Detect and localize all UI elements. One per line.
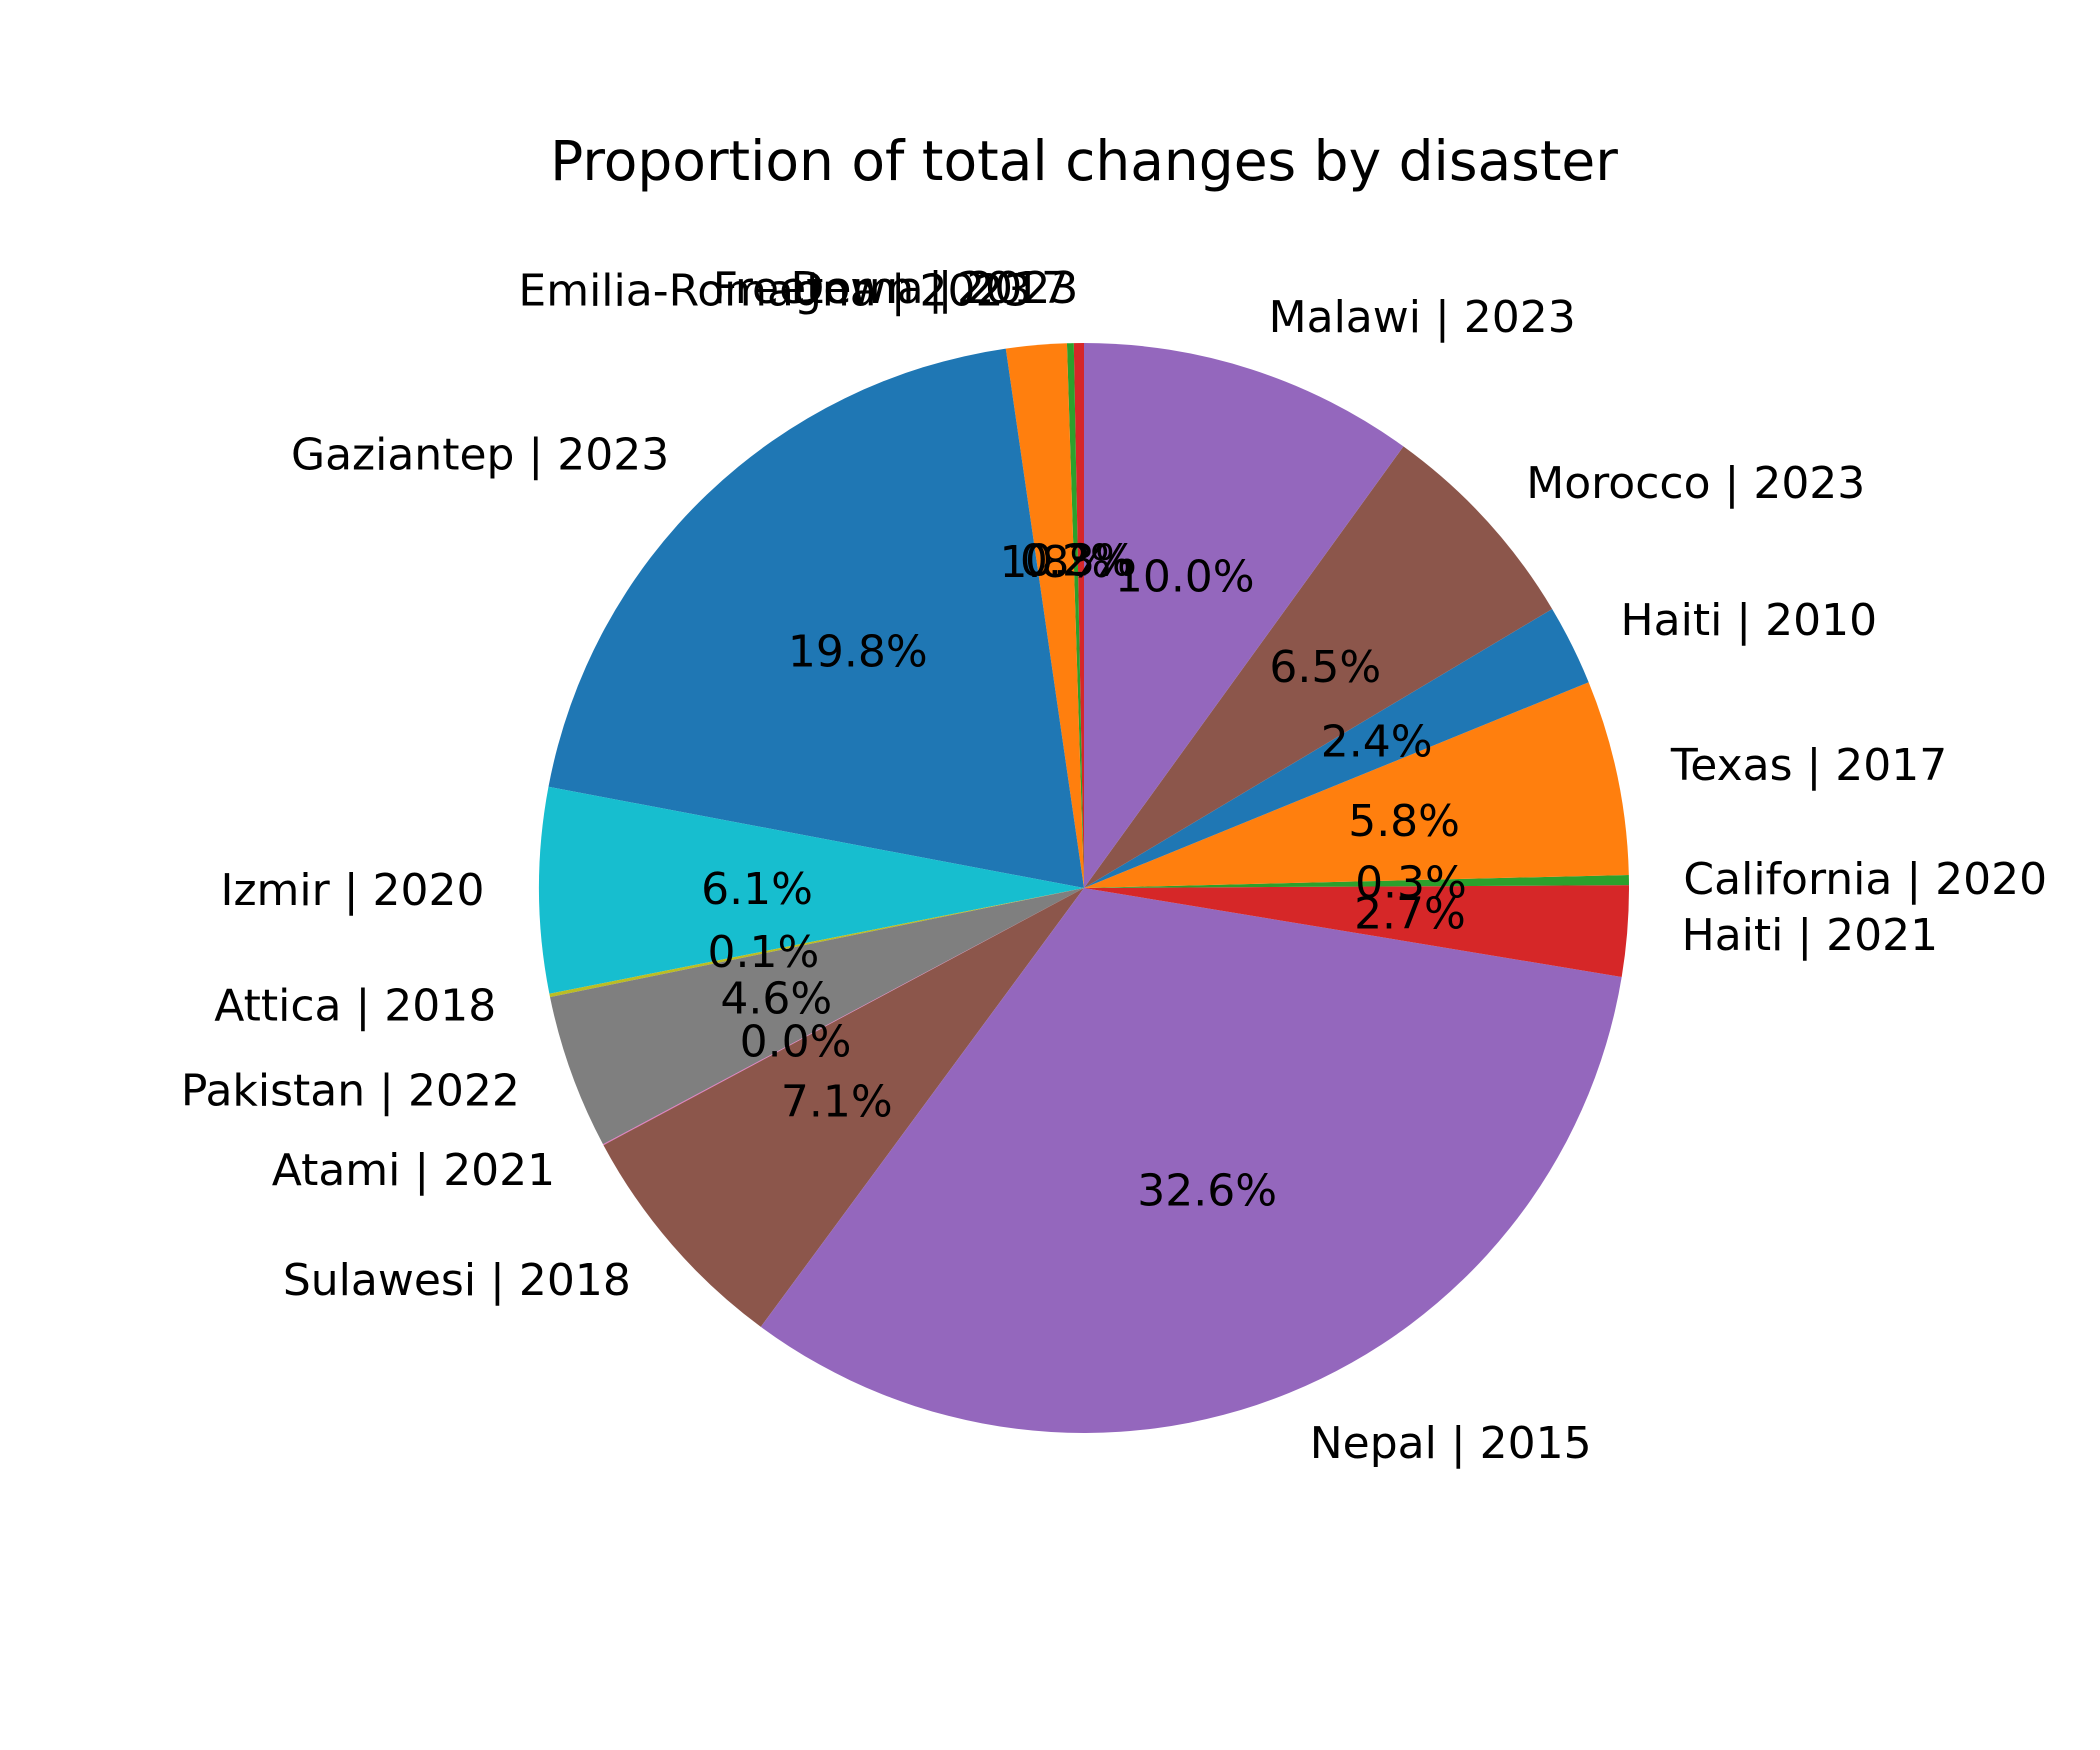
slice-pct-texas-2017: 5.8% (1348, 796, 1460, 847)
slice-pct-haiti-2010: 2.4% (1321, 717, 1433, 768)
slice-percent-labels: 0.3%0.2%1.8%19.8%6.1%0.1%4.6%0.0%7.1%32.… (701, 536, 1467, 1217)
slice-label-texas-2017: Texas | 2017 (1670, 740, 1947, 791)
slice-pct-haiti-2021: 2.7% (1354, 888, 1466, 939)
pie-slice-morocco-2023 (1084, 446, 1553, 888)
slice-pct-nepal-2015: 32.6% (1137, 1165, 1277, 1216)
pie-slice-izmir-2020 (539, 786, 1084, 994)
pie-slice-gaziantep-2023 (548, 348, 1084, 888)
slice-pct-sulawesi-2018: 7.1% (781, 1077, 893, 1128)
pie-slice-atami-2021 (603, 888, 1084, 1146)
pie-slice-haiti-2021 (1084, 885, 1629, 977)
slice-label-malawi-2023: Malawi | 2023 (1269, 292, 1576, 343)
pie-slice-haiti-2010 (1084, 608, 1589, 888)
slice-pct-pakistan-2022: 4.6% (720, 973, 832, 1024)
slice-label-gaziantep-2023: Gaziantep | 2023 (291, 430, 669, 481)
pie-slice-freetown-2017 (1066, 343, 1084, 888)
slice-label-emilia-romagna-2023: Emilia-Romagna | 2023 (518, 265, 1031, 316)
pie-slice-emilia-romagna-2023 (1005, 343, 1084, 888)
slice-label-haiti-2010: Haiti | 2010 (1621, 595, 1878, 646)
slice-label-derna-2023: Derna | 2023 (790, 263, 1078, 314)
slice-pct-california-2020: 0.3% (1355, 858, 1467, 909)
pie-slice-derna-2023 (1073, 343, 1084, 888)
chart-title: Proportion of total changes by disaster (550, 129, 1618, 193)
slice-label-attica-2018: Attica | 2018 (214, 981, 496, 1032)
slice-pct-gaziantep-2023: 19.8% (788, 626, 928, 677)
pie-slice-texas-2017 (1084, 682, 1629, 888)
slice-label-atami-2021: Atami | 2021 (272, 1145, 555, 1196)
slice-pct-atami-2021: 0.0% (740, 1017, 852, 1068)
slice-label-freetown-2017: Freetown | 2017 (713, 263, 1069, 314)
slice-pct-derna-2023: 0.3% (1025, 536, 1137, 587)
pie-slice-attica-2018 (549, 888, 1084, 998)
slice-label-izmir-2020: Izmir | 2020 (220, 865, 484, 916)
slice-label-sulawesi-2018: Sulawesi | 2018 (283, 1255, 631, 1306)
pie-slice-nepal-2015 (760, 888, 1622, 1433)
pie-slice-pakistan-2022 (550, 888, 1084, 1145)
slice-pct-emilia-romagna-2023: 1.8% (999, 537, 1111, 588)
slice-pct-freetown-2017: 0.2% (1020, 536, 1132, 587)
slice-label-morocco-2023: Morocco | 2023 (1526, 458, 1865, 509)
pie-slices (539, 343, 1629, 1433)
slice-label-nepal-2015: Nepal | 2015 (1310, 1418, 1592, 1469)
slice-pct-morocco-2023: 6.5% (1269, 642, 1381, 693)
pie-slice-malawi-2023 (1084, 343, 1404, 888)
pie-slice-california-2020 (1084, 874, 1629, 888)
slice-label-california-2020: California | 2020 (1683, 854, 2047, 905)
slice-pct-malawi-2023: 10.0% (1115, 551, 1255, 602)
slice-label-pakistan-2022: Pakistan | 2022 (181, 1066, 520, 1117)
pie-slice-sulawesi-2018 (603, 888, 1084, 1327)
slice-pct-attica-2018: 0.1% (708, 927, 820, 978)
slice-pct-izmir-2020: 6.1% (701, 864, 813, 915)
slice-label-haiti-2021: Haiti | 2021 (1682, 910, 1939, 961)
